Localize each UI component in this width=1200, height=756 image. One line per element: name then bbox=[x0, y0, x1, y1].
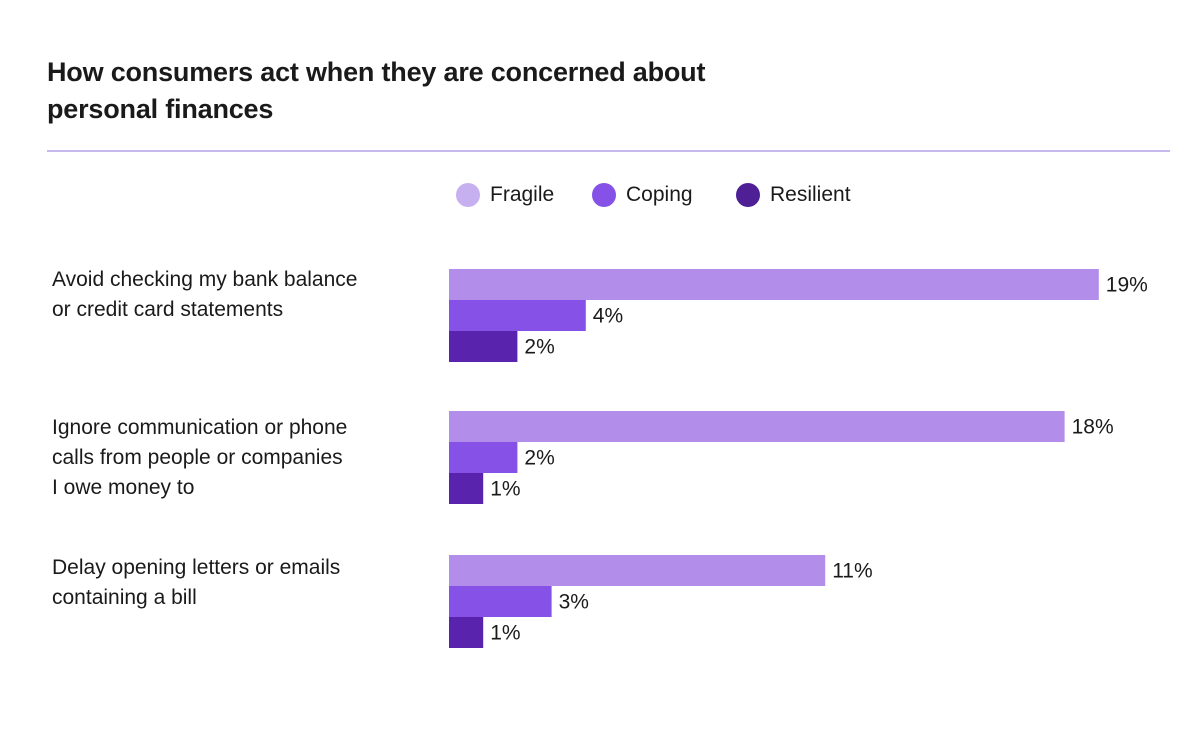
category-label-line: or credit card statements bbox=[52, 298, 284, 321]
bar-value-label-fragile-2: 11% bbox=[832, 560, 872, 583]
bar-value-label-resilient-1: 1% bbox=[490, 478, 520, 501]
legend-label-fragile: Fragile bbox=[490, 183, 555, 206]
category-label-line: I owe money to bbox=[52, 476, 195, 499]
category-label-line: Delay opening letters or emails bbox=[52, 556, 341, 579]
category-label-avoid-checking: Avoid checking my bank balance or credit… bbox=[52, 265, 422, 325]
bar-fragile-0 bbox=[449, 269, 1099, 300]
legend-item-resilient: Resilient bbox=[736, 180, 851, 210]
legend-swatch-resilient bbox=[736, 183, 760, 207]
category-label-line: calls from people or companies bbox=[52, 446, 343, 469]
bar-value-label-coping-0: 4% bbox=[593, 305, 623, 328]
chart-title-line-2: personal finances bbox=[47, 94, 274, 124]
category-label-line: Ignore communication or phone bbox=[52, 416, 348, 439]
bar-value-label-resilient-2: 1% bbox=[490, 622, 520, 645]
legend-item-fragile: Fragile bbox=[456, 180, 554, 210]
legend-label-resilient: Resilient bbox=[770, 183, 851, 206]
bar-value-label-coping-1: 2% bbox=[524, 447, 554, 470]
title-divider bbox=[47, 150, 1170, 152]
bar-coping-0 bbox=[449, 300, 586, 331]
bar-coping-2 bbox=[449, 586, 552, 617]
category-label-ignore-communication: Ignore communication or phone calls from… bbox=[52, 413, 422, 503]
bar-resilient-1 bbox=[449, 473, 484, 504]
chart-legend: Fragile Coping Resilient bbox=[0, 180, 1200, 210]
category-label-line: containing a bill bbox=[52, 586, 197, 609]
legend-swatch-coping bbox=[592, 183, 616, 207]
chart-title-line-1: How consumers act when they are concerne… bbox=[47, 57, 706, 87]
bar-coping-1 bbox=[449, 442, 518, 473]
bar-resilient-0 bbox=[449, 331, 518, 362]
bar-fragile-2 bbox=[449, 555, 826, 586]
legend-item-coping: Coping bbox=[592, 180, 693, 210]
bar-resilient-2 bbox=[449, 617, 484, 648]
bar-value-label-coping-2: 3% bbox=[559, 591, 589, 614]
chart-title: How consumers act when they are concerne… bbox=[47, 54, 847, 128]
category-label-delay-opening: Delay opening letters or emails containi… bbox=[52, 553, 422, 613]
category-label-line: Avoid checking my bank balance bbox=[52, 268, 358, 291]
legend-label-coping: Coping bbox=[626, 183, 693, 206]
legend-swatch-fragile bbox=[456, 183, 480, 207]
bar-value-label-fragile-1: 18% bbox=[1072, 416, 1114, 439]
bar-value-label-resilient-0: 2% bbox=[524, 336, 554, 359]
bar-fragile-1 bbox=[449, 411, 1065, 442]
bar-value-label-fragile-0: 19% bbox=[1106, 274, 1148, 297]
